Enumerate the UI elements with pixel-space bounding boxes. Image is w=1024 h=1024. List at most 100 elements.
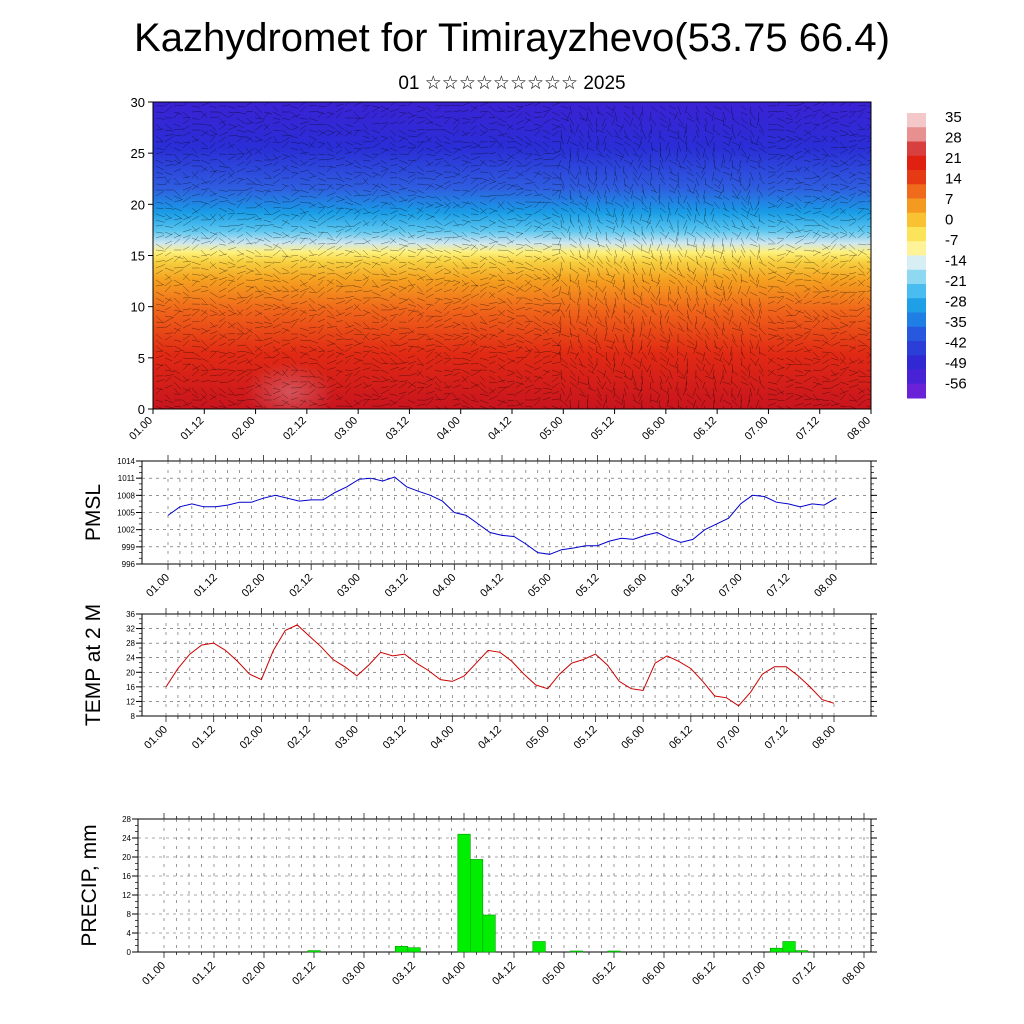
y-tick-label: 1005: [117, 509, 135, 518]
panel-frame: [141, 613, 872, 717]
y-tick-label: 4: [127, 929, 132, 938]
y-tick-label: 16: [126, 683, 135, 692]
y-tick-label: 16: [122, 872, 131, 881]
precip-bar: [782, 941, 796, 953]
y-tick-label: 25: [131, 146, 145, 161]
x-tick-label: 07.12: [762, 724, 790, 752]
y-axis-label: PMSL: [82, 484, 105, 541]
page-subtitle: 01 ☆☆☆☆☆☆☆☆☆ 2025: [398, 73, 626, 94]
colorbar-swatch: [907, 255, 926, 271]
precip-bar: [569, 950, 584, 953]
temperature-cross-section: 0 5 10 15 20 25 30 01.00 01.12 02.00 02.12 03.00 03.…: [127, 95, 873, 443]
y-tick-label: 8: [127, 910, 132, 919]
x-tick-label: 03.00: [333, 724, 361, 752]
y-tick-label: 20: [131, 197, 145, 212]
x-tick-label: 02.00: [238, 724, 266, 752]
x-tick-label: 06.00: [640, 415, 668, 443]
x-tick-label: 02.00: [230, 415, 258, 443]
colorbar-swatch: [907, 369, 926, 385]
colorbar-label: -7: [945, 232, 958, 249]
x-tick-label: 05.00: [524, 724, 552, 752]
colorbar-swatch: [907, 127, 926, 142]
x-tick-label: 01.00: [127, 415, 155, 443]
colorbar-swatch: [907, 284, 926, 299]
y-tick-label: 0: [138, 402, 145, 417]
y-tick-label: 12: [126, 697, 135, 706]
heatmap-warm-core: [245, 362, 335, 409]
colorbar-swatch: [907, 212, 926, 228]
colorbar-label: -42: [945, 335, 967, 352]
y-axis-label: TEMP at 2 M: [82, 604, 105, 726]
y-tick-label: 0: [127, 948, 132, 957]
x-tick-label: 01.12: [192, 572, 220, 600]
y-tick-label: 20: [126, 668, 135, 677]
panel-frame: [137, 818, 872, 953]
colorbar-label: 14: [945, 171, 962, 188]
x-tick-label: 05.00: [526, 572, 554, 600]
x-tick-label: 05.12: [574, 572, 602, 600]
x-tick-label: 01.12: [190, 724, 218, 752]
y-tick-label: 28: [122, 815, 131, 824]
colorbar-swatch: [907, 355, 926, 370]
x-tick-label: 06.12: [669, 572, 697, 600]
colorbar-label: 0: [945, 212, 953, 229]
temp-2m-chart: 8 12 16 20 24 28 32 36 01.00 01.12 02.00 02.12 03.00…: [82, 604, 877, 752]
pmsl-series-line: [167, 476, 837, 555]
colorbar-label: -21: [945, 273, 967, 290]
y-tick-label: 1002: [117, 526, 135, 535]
precip-bar: [407, 947, 421, 953]
x-tick-label: 01.00: [144, 572, 172, 600]
x-tick-label: 06.00: [640, 960, 668, 988]
x-tick-label: 03.12: [390, 960, 418, 988]
x-tick-label: 08.00: [840, 960, 868, 988]
x-tick-label: 05.00: [540, 960, 568, 988]
y-tick-label: 996: [122, 560, 136, 569]
x-tick-label: 03.12: [384, 415, 412, 443]
x-tick-label: 07.12: [790, 960, 818, 988]
x-tick-label: 05.12: [590, 960, 618, 988]
colorbar-label: -14: [945, 253, 967, 270]
y-axis-label: PRECIP, mm: [78, 824, 101, 946]
x-tick-label: 02.00: [240, 572, 268, 600]
x-tick-label: 07.00: [717, 572, 745, 600]
colorbar-label: 35: [945, 109, 962, 126]
x-tick-label: 05.12: [572, 724, 600, 752]
y-tick-label: 28: [126, 639, 135, 648]
y-tick-label: 1011: [118, 474, 136, 483]
x-tick-label: 07.12: [764, 572, 792, 600]
colorbar-label: -28: [945, 294, 967, 311]
x-tick-label: 07.12: [794, 415, 822, 443]
colorbar-swatch: [907, 326, 926, 342]
x-tick-label: 08.00: [810, 724, 838, 752]
x-tick-label: 03.12: [383, 572, 411, 600]
y-tick-label: 36: [126, 610, 135, 619]
x-tick-label: 02.00: [240, 960, 268, 988]
x-tick-label: 03.00: [340, 960, 368, 988]
temp-series-line: [165, 624, 835, 707]
x-tick-label: 05.12: [589, 415, 617, 443]
precip-bar: [607, 950, 621, 953]
colorbar-swatch: [907, 170, 926, 185]
y-tick-label: 30: [131, 95, 145, 110]
y-tick-label: 5: [138, 351, 145, 366]
y-tick-label: 8: [131, 712, 136, 721]
x-tick-label: 01.00: [142, 724, 170, 752]
x-tick-label: 04.00: [440, 960, 468, 988]
page-title: Kazhydromet for Timirayzhevo(53.75 66.4): [134, 16, 890, 60]
heatmap-fill: [153, 102, 871, 409]
colorbar-label: -56: [945, 376, 967, 393]
x-tick-label: 04.00: [435, 415, 463, 443]
colorbar-swatch: [907, 241, 926, 256]
x-tick-label: 06.00: [619, 724, 647, 752]
x-tick-label: 05.00: [537, 415, 565, 443]
colorbar-swatch: [907, 383, 926, 399]
x-tick-label: 02.12: [287, 572, 315, 600]
x-tick-label: 01.12: [178, 415, 206, 443]
precip-bar: [457, 833, 471, 953]
x-tick-label: 01.00: [140, 960, 168, 988]
x-tick-label: 04.00: [428, 724, 456, 752]
y-tick-label: 1014: [117, 457, 135, 466]
y-tick-label: 10: [131, 300, 145, 315]
x-tick-label: 04.12: [478, 572, 506, 600]
x-tick-label: 06.12: [691, 415, 719, 443]
